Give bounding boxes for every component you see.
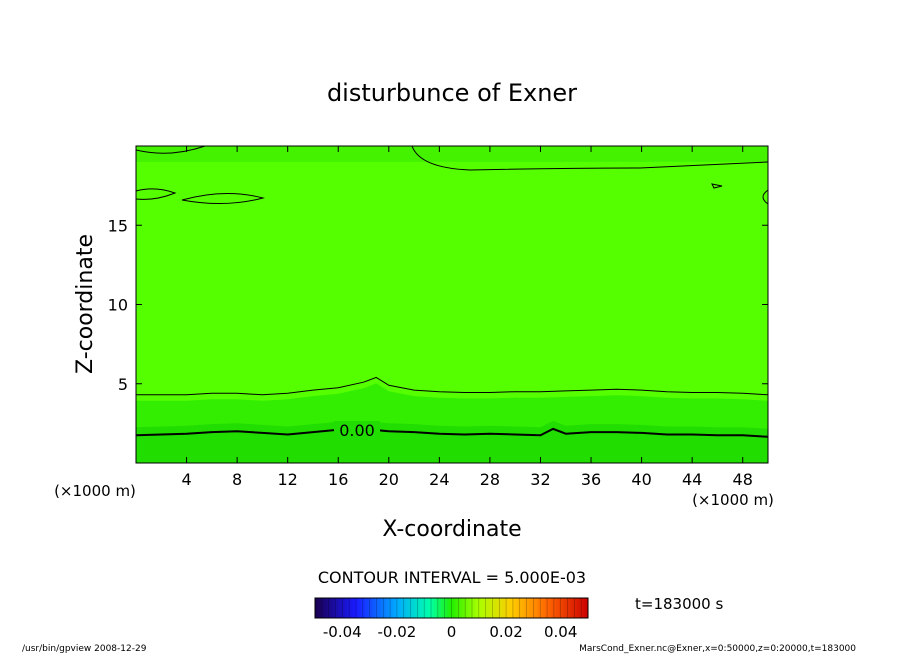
x-tick-label: 12 <box>278 470 298 489</box>
colorbar-tick-label: -0.02 <box>377 623 416 641</box>
x-tick-label: 32 <box>530 470 550 489</box>
colorbar-tick-label: 0.02 <box>489 623 522 641</box>
x-tick-label: 40 <box>631 470 651 489</box>
contour-interval-text: CONTOUR INTERVAL = 5.000E-03 <box>318 568 586 587</box>
footer-right: MarsCond_Exner.nc@Exner,x=0:50000,z=0:20… <box>579 644 856 654</box>
contour-closed-small <box>711 183 723 189</box>
x-tick-label: 16 <box>328 470 348 489</box>
x-axis-label: X-coordinate <box>382 517 521 542</box>
contour-closed-left <box>136 188 177 200</box>
contour-line-zero <box>136 427 768 438</box>
x-tick-label: 48 <box>733 470 753 489</box>
colorbar-stripes <box>321 598 582 618</box>
upper-field-band <box>136 146 768 162</box>
contour-label-zero: 0.00 <box>339 421 375 440</box>
contour-closed-mid <box>181 193 265 205</box>
y-axis-label: Z-coordinate <box>73 234 98 374</box>
contour-closed-right <box>762 189 768 205</box>
x-unit-right: (×1000 m) <box>692 491 774 509</box>
colorbar-tick-label: 0.04 <box>544 623 577 641</box>
contour-line-upper <box>136 376 768 396</box>
time-label: t=183000 s <box>635 595 723 613</box>
x-tick-label: 8 <box>232 470 242 489</box>
x-tick-label: 44 <box>682 470 702 489</box>
x-unit-left: (×1000 m) <box>54 482 136 500</box>
chart-title: disturbunce of Exner <box>327 79 577 107</box>
colorbar-tick-label: 0 <box>447 623 457 641</box>
footer-left: /usr/bin/gpview 2008-12-29 <box>22 644 147 654</box>
plot-area: 0.00 <box>136 146 768 463</box>
contour-label-bg <box>334 421 380 439</box>
y-tick-label: 15 <box>108 216 128 235</box>
contour-line-top <box>136 146 768 171</box>
x-tick-label: 20 <box>379 470 399 489</box>
low-field-band <box>136 420 768 463</box>
x-tick-label: 36 <box>581 470 601 489</box>
y-tick-label: 10 <box>108 296 128 315</box>
y-tick-label: 5 <box>118 375 128 394</box>
x-tick-label: 24 <box>429 470 449 489</box>
x-tick-label: 28 <box>480 470 500 489</box>
colorbar <box>314 597 589 619</box>
colorbar-tick-label: -0.04 <box>323 623 362 641</box>
x-tick-label: 4 <box>181 470 191 489</box>
